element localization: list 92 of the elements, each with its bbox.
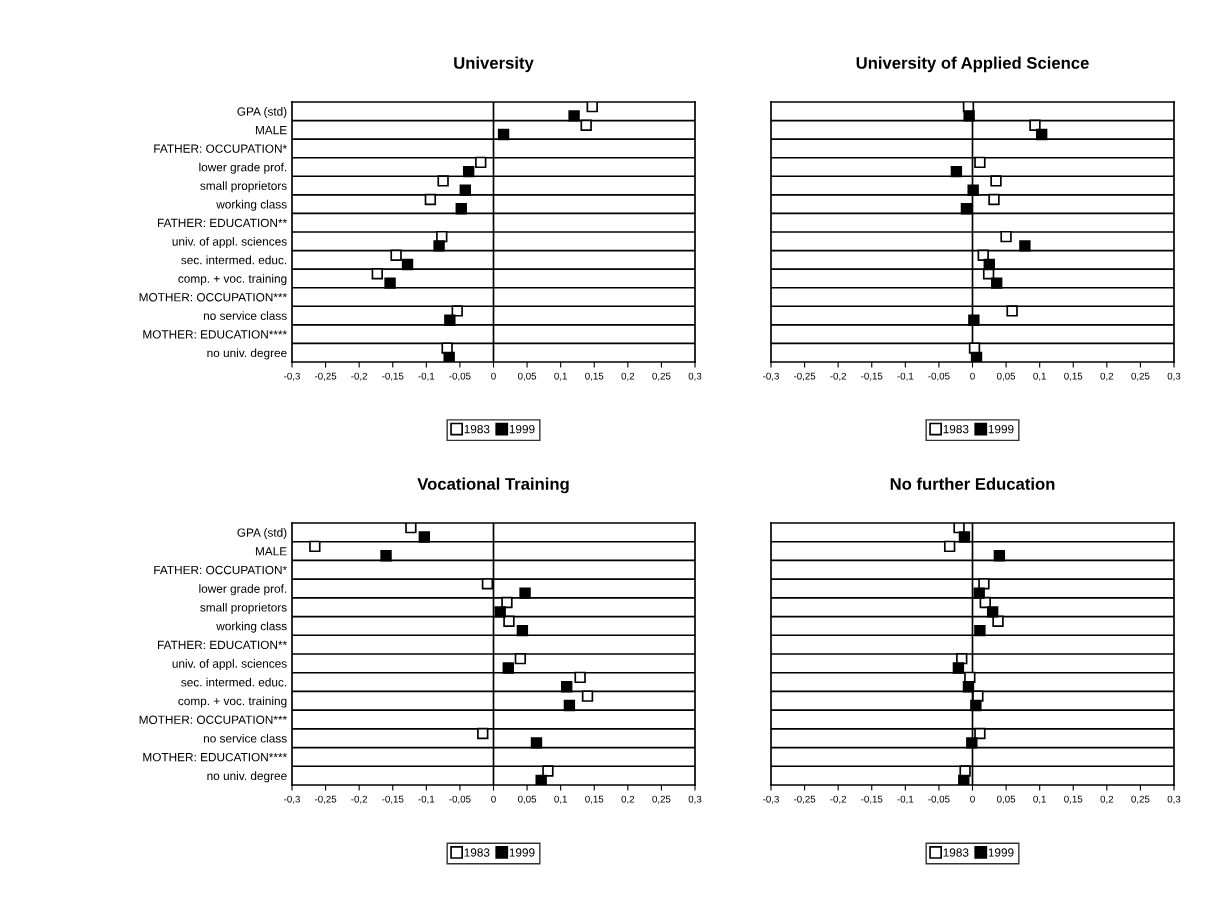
x-tick-label: -0,2	[351, 795, 368, 804]
x-tick-label: 0,15	[585, 795, 604, 804]
x-tick-label: 0,05	[518, 372, 537, 381]
x-tick-label: -0,15	[861, 795, 883, 804]
x-tick-label: 0,25	[1131, 795, 1150, 804]
x-tick-label: -0,15	[382, 795, 404, 804]
x-tick-label: -0,1	[897, 795, 914, 804]
y-tick-label: FATHER: EDUCATION**	[158, 640, 287, 650]
x-tick-label: -0,1	[418, 795, 435, 804]
x-tick-label: 0,2	[1100, 795, 1114, 804]
y-tick-label: GPA (std)	[237, 528, 287, 540]
x-tick-label: 0	[491, 795, 496, 803]
y-tick-label: no univ. degree	[207, 771, 287, 783]
x-tick-label: -0,05	[449, 795, 471, 804]
y-tick-label: working class	[216, 621, 287, 633]
x-tick-label: -0,3	[284, 795, 300, 804]
y-tick-label: MOTHER: OCCUPATION***	[139, 715, 287, 724]
y-tick-label: MOTHER: EDUCATION****	[143, 752, 287, 762]
x-tick-label: -0,1	[897, 372, 914, 381]
x-tick-label: 0,2	[621, 795, 635, 804]
y-tick-label: sec. intermed. educ.	[181, 255, 287, 265]
x-tick-label: -0,2	[830, 372, 847, 381]
y-tick-label: small proprietors	[200, 181, 287, 193]
x-tick-label: -0,1	[418, 372, 435, 381]
legend-label: 1983	[464, 848, 490, 857]
y-tick-label: comp. + voc. training	[178, 696, 287, 708]
y-tick-label: FATHER: OCCUPATION*	[154, 144, 287, 153]
x-tick-label: 0,1	[554, 372, 567, 381]
legend-label: 1983	[943, 848, 969, 857]
x-tick-label: 0,1	[554, 795, 567, 804]
x-tick-label: -0,15	[382, 372, 404, 381]
y-tick-label: comp. + voc. training	[178, 274, 287, 286]
x-tick-label: 0,1	[1033, 372, 1046, 381]
x-tick-label: 0,3	[1167, 795, 1181, 804]
y-tick-label: GPA (std)	[237, 107, 287, 119]
x-tick-label: 0,3	[1167, 372, 1181, 381]
x-tick-label: 0,15	[585, 372, 604, 381]
y-tick-label: small proprietors	[200, 602, 287, 614]
chart-title: Vocational Training	[417, 477, 569, 494]
y-tick-label: sec. intermed. educ.	[181, 677, 287, 687]
y-tick-label: MOTHER: OCCUPATION***	[139, 293, 287, 302]
x-tick-label: 0	[970, 372, 975, 380]
chart-title: University	[454, 56, 534, 73]
x-tick-label: -0,05	[928, 372, 950, 381]
y-tick-label: no service class	[203, 311, 287, 320]
y-tick-label: MALE	[255, 126, 287, 135]
x-tick-label: -0,25	[314, 795, 337, 804]
x-tick-label: -0,25	[314, 372, 337, 381]
x-tick-label: 0,2	[621, 372, 635, 381]
x-tick-label: 0,15	[1064, 372, 1083, 381]
x-tick-label: 0,05	[518, 795, 537, 804]
y-tick-label: no univ. degree	[207, 348, 287, 360]
legend-label: 1999	[988, 848, 1014, 857]
legend-label: 1983	[943, 424, 969, 434]
y-tick-label: univ. of appl. sciences	[172, 659, 287, 671]
x-tick-label: -0,25	[793, 795, 816, 804]
x-tick-label: 0,15	[1064, 795, 1083, 804]
y-tick-label: FATHER: OCCUPATION*	[154, 565, 287, 575]
x-tick-label: -0,2	[830, 795, 847, 804]
x-tick-label: -0,2	[351, 372, 368, 381]
y-tick-label: lower grade prof.	[199, 162, 287, 174]
legend-label: 1999	[509, 848, 535, 857]
y-tick-label: MOTHER: EDUCATION****	[143, 330, 287, 339]
x-tick-label: -0,3	[763, 372, 779, 381]
chart-title: No further Education	[890, 477, 1055, 490]
x-tick-label: -0,15	[861, 372, 883, 381]
x-tick-label: -0,25	[793, 372, 816, 381]
y-tick-label: FATHER: EDUCATION**	[158, 218, 287, 228]
x-tick-label: 0,25	[652, 795, 671, 804]
x-tick-label: 0	[491, 372, 496, 380]
x-tick-label: 0,1	[1033, 795, 1046, 804]
x-tick-label: 0,05	[997, 795, 1016, 804]
legend-label: 1999	[988, 424, 1014, 434]
x-tick-label: 0,3	[688, 795, 702, 804]
x-tick-label: -0,05	[928, 795, 950, 804]
x-tick-label: 0	[970, 795, 975, 803]
x-tick-label: -0,05	[449, 372, 471, 381]
y-tick-label: univ. of appl. sciences	[172, 237, 287, 249]
y-tick-label: working class	[216, 199, 287, 211]
y-tick-label: lower grade prof.	[199, 584, 287, 596]
legend-label: 1983	[464, 424, 490, 434]
x-tick-label: -0,3	[763, 795, 779, 804]
legend-label: 1999	[509, 424, 535, 434]
x-tick-label: 0,05	[997, 372, 1016, 381]
x-tick-label: 0,25	[652, 372, 671, 381]
x-tick-label: -0,3	[284, 372, 300, 381]
chart-title: University of Applied Science	[856, 56, 1089, 73]
y-tick-label: MALE	[255, 547, 287, 556]
x-tick-label: 0,25	[1131, 372, 1150, 381]
x-tick-label: 0,3	[688, 372, 702, 381]
y-tick-label: no service class	[203, 733, 287, 743]
x-tick-label: 0,2	[1100, 372, 1114, 381]
